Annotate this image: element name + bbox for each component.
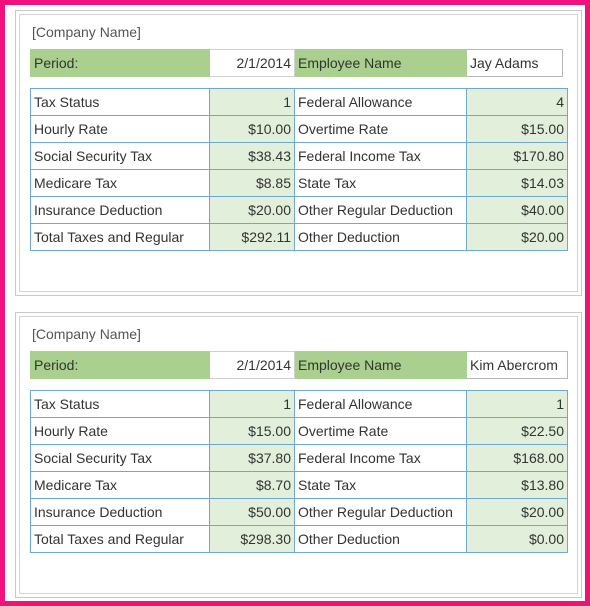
table-row: Hourly Rate $10.00 Overtime Rate $15.00 <box>30 115 568 143</box>
row-label: Medicare Tax <box>30 169 210 197</box>
row-value[interactable]: $10.00 <box>209 115 295 143</box>
row-label: Total Taxes and Regular <box>30 223 210 251</box>
row-value[interactable]: $168.00 <box>466 444 568 472</box>
row-label: Other Regular Deduction <box>294 196 467 224</box>
table-row: Tax Status 1 Federal Allowance 1 <box>30 390 568 418</box>
row-label: State Tax <box>294 169 467 197</box>
header-row: Period: 2/1/2014 Employee Name Kim Aberc… <box>30 351 568 379</box>
header-table: Period: 2/1/2014 Employee Name Kim Aberc… <box>30 351 568 379</box>
row-value[interactable]: $0.00 <box>466 525 568 553</box>
table-row: Tax Status 1 Federal Allowance 4 <box>30 88 568 116</box>
table-row: Medicare Tax $8.85 State Tax $14.03 <box>30 169 568 197</box>
header-row: Period: 2/1/2014 Employee Name Jay Adams <box>30 49 563 77</box>
employee-name-label: Employee Name <box>294 49 467 77</box>
row-value[interactable]: $38.43 <box>209 142 295 170</box>
pay-stub-1: [Company Name] Period: 2/1/2014 Employee… <box>15 10 582 296</box>
row-value[interactable]: 4 <box>466 88 568 116</box>
employee-name-value[interactable]: Kim Abercrom <box>466 351 568 379</box>
row-label: Social Security Tax <box>30 444 210 472</box>
row-label: Federal Income Tax <box>294 142 467 170</box>
header-table: Period: 2/1/2014 Employee Name Jay Adams <box>30 49 563 77</box>
row-value[interactable]: $20.00 <box>466 223 568 251</box>
row-value[interactable]: $20.00 <box>209 196 295 224</box>
row-value[interactable]: $15.00 <box>466 115 568 143</box>
row-label: Other Deduction <box>294 525 467 553</box>
row-value[interactable]: $298.30 <box>209 525 295 553</box>
row-value[interactable]: $37.80 <box>209 444 295 472</box>
period-value[interactable]: 2/1/2014 <box>209 49 295 77</box>
details-table: Tax Status 1 Federal Allowance 1 Hourly … <box>30 390 568 553</box>
row-value[interactable]: $50.00 <box>209 498 295 526</box>
pay-stub-frame: [Company Name] Period: 2/1/2014 Employee… <box>19 14 578 292</box>
table-row: Insurance Deduction $20.00 Other Regular… <box>30 196 568 224</box>
table-row: Total Taxes and Regular $292.11 Other De… <box>30 223 568 251</box>
row-value[interactable]: $14.03 <box>466 169 568 197</box>
row-value[interactable]: $8.85 <box>209 169 295 197</box>
row-value[interactable]: $15.00 <box>209 417 295 445</box>
row-label: Other Deduction <box>294 223 467 251</box>
table-row: Social Security Tax $38.43 Federal Incom… <box>30 142 568 170</box>
row-label: Overtime Rate <box>294 115 467 143</box>
row-label: Federal Allowance <box>294 88 467 116</box>
pay-stub-frame: [Company Name] Period: 2/1/2014 Employee… <box>19 316 578 594</box>
row-label: Total Taxes and Regular <box>30 525 210 553</box>
row-label: Hourly Rate <box>30 417 210 445</box>
company-name: [Company Name] <box>32 326 141 342</box>
row-value[interactable]: $13.80 <box>466 471 568 499</box>
period-label: Period: <box>30 351 210 379</box>
table-row: Hourly Rate $15.00 Overtime Rate $22.50 <box>30 417 568 445</box>
table-row: Total Taxes and Regular $298.30 Other De… <box>30 525 568 553</box>
row-label: Tax Status <box>30 88 210 116</box>
row-value[interactable]: $40.00 <box>466 196 568 224</box>
company-name: [Company Name] <box>32 24 141 40</box>
details-table: Tax Status 1 Federal Allowance 4 Hourly … <box>30 88 568 251</box>
row-label: Other Regular Deduction <box>294 498 467 526</box>
table-row: Medicare Tax $8.70 State Tax $13.80 <box>30 471 568 499</box>
period-label: Period: <box>30 49 210 77</box>
row-label: Federal Allowance <box>294 390 467 418</box>
employee-name-label: Employee Name <box>294 351 467 379</box>
row-label: Federal Income Tax <box>294 444 467 472</box>
row-label: Social Security Tax <box>30 142 210 170</box>
row-label: Medicare Tax <box>30 471 210 499</box>
row-label: Tax Status <box>30 390 210 418</box>
row-value[interactable]: 1 <box>209 88 295 116</box>
table-row: Social Security Tax $37.80 Federal Incom… <box>30 444 568 472</box>
row-label: Insurance Deduction <box>30 498 210 526</box>
pay-stub-2: [Company Name] Period: 2/1/2014 Employee… <box>15 312 582 598</box>
row-value[interactable]: $170.80 <box>466 142 568 170</box>
table-row: Insurance Deduction $50.00 Other Regular… <box>30 498 568 526</box>
row-value[interactable]: 1 <box>209 390 295 418</box>
period-value[interactable]: 2/1/2014 <box>209 351 295 379</box>
row-label: Hourly Rate <box>30 115 210 143</box>
row-label: Insurance Deduction <box>30 196 210 224</box>
row-value[interactable]: $20.00 <box>466 498 568 526</box>
row-label: Overtime Rate <box>294 417 467 445</box>
row-value[interactable]: $22.50 <box>466 417 568 445</box>
row-value[interactable]: 1 <box>466 390 568 418</box>
row-label: State Tax <box>294 471 467 499</box>
employee-name-value[interactable]: Jay Adams <box>466 49 563 77</box>
row-value[interactable]: $292.11 <box>209 223 295 251</box>
row-value[interactable]: $8.70 <box>209 471 295 499</box>
